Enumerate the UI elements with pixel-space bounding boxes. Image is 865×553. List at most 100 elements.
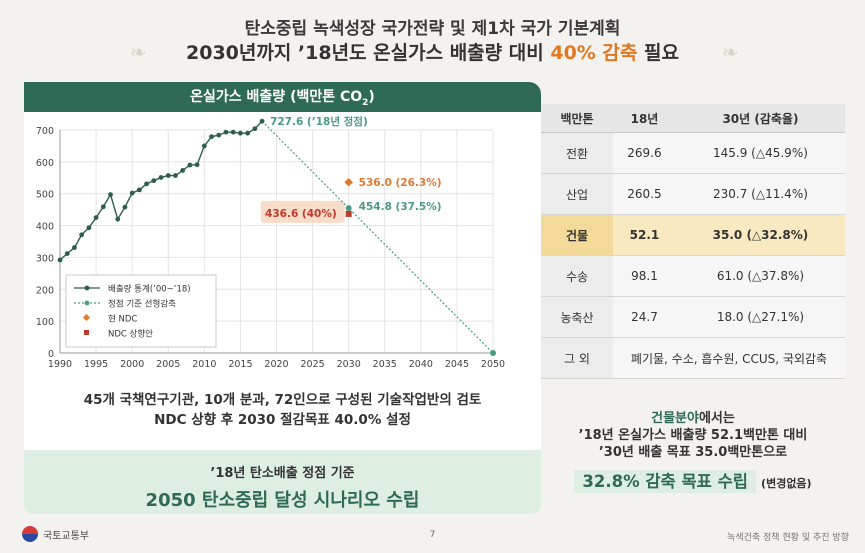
x-tick-label: 1995 <box>84 359 108 370</box>
table-row: 전환 269.6 145.9 (△45.9%) <box>541 132 845 174</box>
x-tick-label: 2020 <box>264 359 288 370</box>
building-goal: 32.8% 감축 목표 수립 (변경없음) <box>541 468 845 493</box>
ministry-name: 국토교통부 <box>43 530 89 542</box>
annotation-peak: 727.6 (’18년 정점) <box>270 115 368 128</box>
chart-caption-line2: NDC 상향 후 2030 절감목표 40.0% 설정 <box>154 412 411 428</box>
data-point-history <box>86 225 92 231</box>
data-point-history <box>252 126 258 132</box>
sector-table: 백만톤 18년 30년 (감축율) 전환 269.6 145.9 (△45.9%… <box>541 104 845 379</box>
data-point-history <box>57 257 63 263</box>
legend-box <box>65 274 217 348</box>
slide-subtitle: 2030년까지 ’18년도 온실가스 배출량 대비 40% 감축 필요 <box>186 42 679 64</box>
table-row: 농축산 24.7 18.0 (△27.1%) <box>541 296 845 338</box>
data-point-history <box>230 129 236 135</box>
table-cell-category: 농축산 <box>541 296 613 338</box>
data-point-ndc <box>344 178 353 187</box>
table-cell-2030: 145.9 (△45.9%) <box>675 132 845 174</box>
emblem-icon <box>22 526 38 542</box>
y-tick-label: 100 <box>36 317 54 328</box>
y-tick-label: 500 <box>36 190 54 201</box>
chart-caption-line1: 45개 국책연구기관, 10개 분과, 72인으로 구성된 기술작업반의 검토 <box>83 392 482 408</box>
building-note-line3: ’30년 배출 목표 35.0백만톤으로 <box>598 445 788 460</box>
data-point-history <box>72 245 77 250</box>
data-point-history <box>115 216 121 222</box>
chart-header: 온실가스 배출량 (백만톤 CO2) <box>24 82 541 112</box>
data-point-history <box>79 232 85 238</box>
table-cell-category: 그 외 <box>541 337 613 379</box>
y-tick-label: 600 <box>36 158 54 169</box>
data-point-history <box>165 173 171 178</box>
table-cell-2030: 35.0 (△32.8%) <box>675 214 845 256</box>
x-tick-label: 2025 <box>300 359 324 370</box>
table-cell-merged: 폐기물, 수소, 흡수원, CCUS, 국외감축 <box>613 337 845 379</box>
table-cell-2030: 18.0 (△27.1%) <box>675 296 845 338</box>
y-tick-label: 200 <box>36 285 54 296</box>
data-point-history <box>122 204 128 210</box>
data-point-history <box>209 134 214 140</box>
slide-title: 탄소중립 녹색성장 국가전략 및 제1차 국가 기본계획 <box>244 19 621 39</box>
emissions-chart: 0 100 200 300 400 500 600 700 1990 1995 2000 2005 20… <box>36 115 505 370</box>
x-tick-label: 2045 <box>445 359 469 370</box>
annotation-highlight-box <box>260 200 345 223</box>
footer-title: 녹색건축 정책 현황 및 추진 방향 <box>727 533 849 543</box>
table-cell-category: 건물 <box>541 214 613 256</box>
x-tick-label: 2010 <box>192 359 216 370</box>
table-row: 수송 98.1 61.0 (△37.8%) <box>541 255 845 297</box>
table-row: 그 외 폐기물, 수소, 흡수원, CCUS, 국외감축 <box>541 337 845 379</box>
scenario-box: ’18년 탄소배출 정점 기준 2050 탄소중립 달성 시나리오 수립 <box>24 450 541 514</box>
x-tick-label: 1990 <box>48 359 72 370</box>
data-point-history <box>158 175 164 180</box>
x-tick-label: 2015 <box>228 359 252 370</box>
table-cell-2018: 269.6 <box>613 132 676 174</box>
data-point-history <box>201 143 207 149</box>
legend-label: 현 NDC <box>108 315 137 325</box>
x-tick-label: 2040 <box>409 359 433 370</box>
data-point-history <box>216 132 222 138</box>
leaf-icon-left: ❧ <box>130 40 147 64</box>
table-cell-2018: 98.1 <box>613 255 676 297</box>
chart-caption: 45개 국책연구기관, 10개 분과, 72인으로 구성된 기술작업반의 검토 … <box>24 390 541 430</box>
data-point-linear <box>490 350 496 356</box>
scenario-line1: ’18년 탄소배출 정점 기준 <box>210 466 355 481</box>
table-header-row: 백만톤 18년 30년 (감축율) <box>541 104 845 133</box>
annotation-linear-2030: 454.8 (37.5%) <box>359 201 442 213</box>
legend-marker <box>82 313 91 322</box>
legend-marker <box>84 285 90 291</box>
y-tick-label: 300 <box>36 253 54 264</box>
data-point-history <box>223 129 229 135</box>
data-point-history <box>64 251 70 257</box>
x-tick-label: 2050 <box>481 359 505 370</box>
y-tick-label: 0 <box>48 349 54 360</box>
legend-label: 배출량 통계(’00~’18) <box>108 284 191 295</box>
data-point-history <box>93 215 99 221</box>
y-tick-label: 400 <box>36 222 54 233</box>
page-number: 7 <box>429 530 436 540</box>
table-cell-2018: 52.1 <box>613 214 676 256</box>
x-tick-label: 2030 <box>337 359 361 370</box>
table-header-2030: 30년 (감축율) <box>675 104 845 133</box>
building-note-line2: ’18년 온실가스 배출량 52.1백만톤 대비 <box>578 428 808 443</box>
x-tick-label: 2000 <box>120 359 144 370</box>
building-note: 건물분야에서는 ’18년 온실가스 배출량 52.1백만톤 대비 ’30년 배출… <box>541 410 845 461</box>
annotation-ndc-raised: 436.6 (40%) <box>265 208 337 220</box>
leaf-icon-right: ❧ <box>722 40 739 64</box>
table-cell-2030: 61.0 (△37.8%) <box>675 255 845 297</box>
table-header-2018: 18년 <box>613 104 676 133</box>
table-cell-category: 산업 <box>541 173 613 215</box>
building-goal-text: 32.8% 감축 목표 수립 <box>574 470 756 493</box>
data-point-history <box>129 190 135 196</box>
data-point-history <box>245 130 251 136</box>
subtitle-highlight: 40% 감축 <box>550 42 638 64</box>
x-tick-label: 2005 <box>156 359 180 370</box>
table-row: 산업 260.5 230.7 (△11.4%) <box>541 173 845 215</box>
data-point-history <box>187 162 193 168</box>
y-tick-label: 700 <box>36 126 54 137</box>
data-point-history <box>100 204 106 210</box>
scenario-line2: 2050 탄소중립 달성 시나리오 수립 <box>145 490 420 511</box>
data-point-history <box>173 173 178 178</box>
legend-label: NDC 상향안 <box>108 329 153 340</box>
table-cell-category: 전환 <box>541 132 613 174</box>
legend-label: 정점 기준 선형감축 <box>108 299 176 310</box>
data-point-history <box>144 181 149 187</box>
annotation-ndc: 536.0 (26.3%) <box>359 177 442 189</box>
